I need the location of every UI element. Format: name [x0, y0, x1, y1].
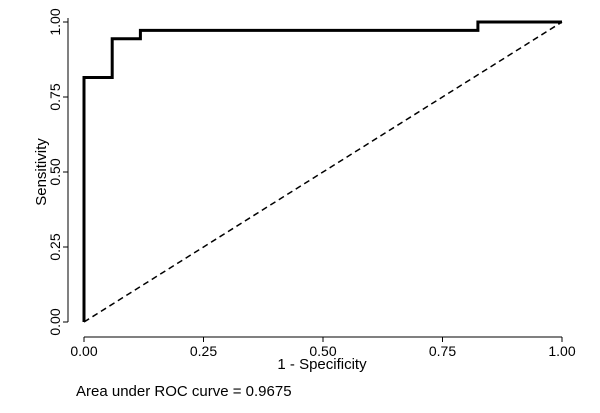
y-tick-label: 0.50	[47, 158, 63, 185]
x-tick-label: 0.00	[70, 343, 97, 359]
y-tick-label: 0.25	[47, 233, 63, 260]
y-tick-label: 1.00	[47, 8, 63, 35]
x-tick-label: 0.50	[309, 343, 336, 359]
x-axis-title: 1 - Specificity	[277, 356, 367, 373]
auc-caption: Area under ROC curve = 0.9675	[76, 383, 292, 400]
reference-diagonal-line	[83, 21, 563, 323]
series-group	[82, 20, 563, 323]
y-tick-label: 0.75	[47, 83, 63, 110]
x-tick-label: 0.25	[190, 343, 217, 359]
y-tick-label: 0.00	[47, 308, 63, 335]
roc-curve-line	[82, 20, 562, 322]
y-axis-title: Sensitivity	[33, 138, 50, 206]
x-tick-label: 1.00	[548, 343, 575, 359]
x-tick-label: 0.75	[429, 343, 456, 359]
axes: 0.00 0.25 0.50 0.75 1.00 0.00 0.25 0.50 0.75 1.00	[47, 8, 576, 359]
